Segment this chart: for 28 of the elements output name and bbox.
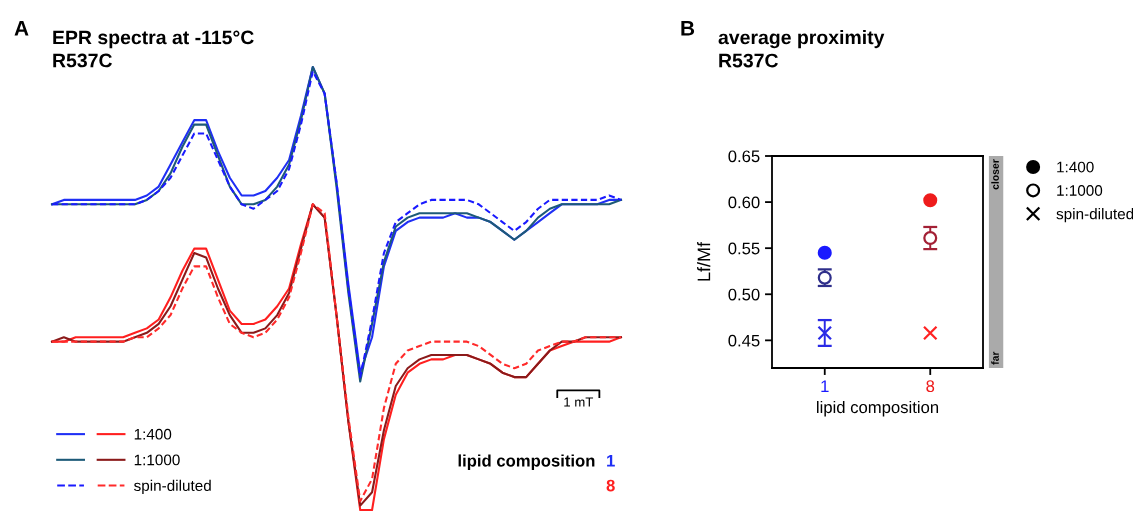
y-tick-label: 0.45 — [728, 334, 760, 347]
legend-label: 1:1000 — [134, 454, 180, 466]
point — [923, 231, 938, 246]
text: 1:1000 — [1057, 185, 1103, 196]
point — [923, 193, 938, 208]
point — [817, 325, 833, 341]
annotation: 8 — [606, 479, 615, 492]
chart-title: EPR spectra at -115°C R537C — [53, 30, 254, 68]
point — [922, 325, 938, 341]
y-tick-label: 0.55 — [728, 242, 760, 255]
text: 1:400 — [1057, 161, 1094, 173]
text: B — [681, 21, 695, 36]
annotation: 1 — [607, 455, 615, 467]
y-tick-label: 0.50 — [728, 288, 760, 301]
annotation: lipid composition — [458, 454, 595, 470]
text: spin-diluted — [1056, 208, 1133, 223]
y-tick-label: 0.60 — [728, 196, 760, 209]
chart-title: average proximity R537C — [718, 30, 885, 68]
text: far — [991, 351, 999, 365]
legend-label: spin-diluted — [134, 479, 211, 495]
annotation: 1 mT — [564, 397, 594, 407]
x-axis-title: lipid composition — [817, 400, 939, 417]
legend-label: 1:400 — [134, 428, 172, 440]
y-tick-label: 0.65 — [728, 150, 760, 163]
text: closer — [991, 159, 999, 190]
point — [817, 245, 832, 260]
y-axis-title: Lf/Mf — [697, 241, 711, 281]
text: A — [14, 21, 29, 36]
